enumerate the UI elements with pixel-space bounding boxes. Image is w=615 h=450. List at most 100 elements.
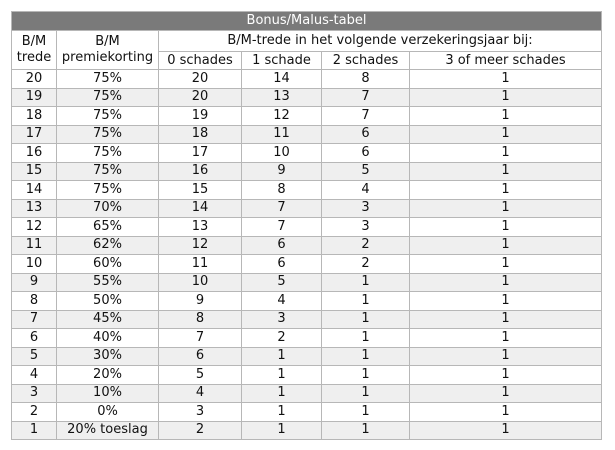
cell-premiekorting: 10% <box>56 383 159 403</box>
cell-1-schade: 6 <box>241 235 322 255</box>
table-row: 13 70% 14 7 3 1 <box>11 198 602 218</box>
cell-3-of-meer-schades: 1 <box>409 235 602 255</box>
cell-3-of-meer-schades: 1 <box>409 124 602 144</box>
cell-bm-trede: 8 <box>11 291 57 311</box>
cell-3-of-meer-schades: 1 <box>409 383 602 403</box>
cell-1-schade: 6 <box>241 254 322 274</box>
cell-0-schades: 13 <box>158 217 242 237</box>
table-row: 3 10% 4 1 1 1 <box>11 383 602 403</box>
cell-1-schade: 2 <box>241 328 322 348</box>
cell-2-schades: 7 <box>321 87 410 107</box>
cell-2-schades: 1 <box>321 272 410 292</box>
cell-1-schade: 8 <box>241 180 322 200</box>
cell-3-of-meer-schades: 1 <box>409 328 602 348</box>
cell-bm-trede: 20 <box>11 69 57 89</box>
cell-premiekorting: 55% <box>56 272 159 292</box>
cell-1-schade: 3 <box>241 309 322 329</box>
cell-2-schades: 1 <box>321 309 410 329</box>
cell-0-schades: 19 <box>158 106 242 126</box>
cell-bm-trede: 17 <box>11 124 57 144</box>
cell-3-of-meer-schades: 1 <box>409 106 602 126</box>
cell-3-of-meer-schades: 1 <box>409 69 602 89</box>
cell-0-schades: 12 <box>158 235 242 255</box>
cell-0-schades: 5 <box>158 365 242 385</box>
cell-premiekorting: 40% <box>56 328 159 348</box>
cell-bm-trede: 5 <box>11 346 57 366</box>
cell-2-schades: 6 <box>321 143 410 163</box>
header-0-schades: 0 schades <box>158 51 242 70</box>
cell-bm-trede: 9 <box>11 272 57 292</box>
cell-premiekorting: 75% <box>56 124 159 144</box>
cell-0-schades: 9 <box>158 291 242 311</box>
cell-3-of-meer-schades: 1 <box>409 217 602 237</box>
cell-1-schade: 14 <box>241 69 322 89</box>
cell-1-schade: 13 <box>241 87 322 107</box>
cell-0-schades: 4 <box>158 383 242 403</box>
header-premiekorting-line1: B/M <box>95 34 120 49</box>
cell-3-of-meer-schades: 1 <box>409 291 602 311</box>
table-row: 5 30% 6 1 1 1 <box>11 346 602 366</box>
cell-1-schade: 5 <box>241 272 322 292</box>
cell-bm-trede: 16 <box>11 143 57 163</box>
cell-1-schade: 10 <box>241 143 322 163</box>
cell-0-schades: 18 <box>158 124 242 144</box>
cell-0-schades: 10 <box>158 272 242 292</box>
cell-premiekorting: 30% <box>56 346 159 366</box>
cell-2-schades: 1 <box>321 420 410 440</box>
cell-premiekorting: 50% <box>56 291 159 311</box>
cell-1-schade: 1 <box>241 383 322 403</box>
cell-3-of-meer-schades: 1 <box>409 198 602 218</box>
cell-2-schades: 2 <box>321 254 410 274</box>
cell-bm-trede: 15 <box>11 161 57 181</box>
cell-bm-trede: 14 <box>11 180 57 200</box>
table-row: 7 45% 8 3 1 1 <box>11 309 602 329</box>
table-row: 19 75% 20 13 7 1 <box>11 87 602 107</box>
cell-bm-trede: 19 <box>11 87 57 107</box>
cell-0-schades: 16 <box>158 161 242 181</box>
cell-3-of-meer-schades: 1 <box>409 161 602 181</box>
cell-bm-trede: 4 <box>11 365 57 385</box>
cell-0-schades: 7 <box>158 328 242 348</box>
cell-2-schades: 4 <box>321 180 410 200</box>
cell-bm-trede: 18 <box>11 106 57 126</box>
cell-premiekorting: 75% <box>56 143 159 163</box>
cell-1-schade: 1 <box>241 346 322 366</box>
table-row: 16 75% 17 10 6 1 <box>11 143 602 163</box>
cell-1-schade: 1 <box>241 420 322 440</box>
table-body: 20 75% 20 14 8 1 19 75% 20 13 7 1 18 75% 19 12 7 1 17 75% 18… <box>11 69 602 440</box>
cell-0-schades: 20 <box>158 69 242 89</box>
cell-0-schades: 8 <box>158 309 242 329</box>
cell-3-of-meer-schades: 1 <box>409 365 602 385</box>
cell-premiekorting: 70% <box>56 198 159 218</box>
cell-3-of-meer-schades: 1 <box>409 309 602 329</box>
header-2-schades: 2 schades <box>321 51 410 70</box>
cell-2-schades: 7 <box>321 106 410 126</box>
cell-3-of-meer-schades: 1 <box>409 180 602 200</box>
header-premiekorting: B/M premiekorting <box>56 30 159 70</box>
header-1-schade: 1 schade <box>241 51 322 70</box>
cell-2-schades: 3 <box>321 198 410 218</box>
cell-2-schades: 3 <box>321 217 410 237</box>
cell-1-schade: 12 <box>241 106 322 126</box>
cell-premiekorting: 45% <box>56 309 159 329</box>
cell-bm-trede: 2 <box>11 402 57 422</box>
cell-0-schades: 2 <box>158 420 242 440</box>
cell-premiekorting: 75% <box>56 161 159 181</box>
header-volgende-trede: B/M-trede in het volgende verzekeringsja… <box>158 30 602 52</box>
cell-premiekorting: 20% <box>56 365 159 385</box>
cell-1-schade: 9 <box>241 161 322 181</box>
header-bm-trede-line1: B/M <box>21 34 47 49</box>
cell-2-schades: 1 <box>321 346 410 366</box>
cell-bm-trede: 7 <box>11 309 57 329</box>
cell-3-of-meer-schades: 1 <box>409 402 602 422</box>
cell-bm-trede: 11 <box>11 235 57 255</box>
bonus-malus-table: Bonus/Malus-tabel B/M trede B/M premieko… <box>11 11 602 440</box>
table-row: 4 20% 5 1 1 1 <box>11 365 602 385</box>
table-row: 17 75% 18 11 6 1 <box>11 124 602 144</box>
cell-bm-trede: 13 <box>11 198 57 218</box>
header-premiekorting-line2: premiekorting <box>61 50 154 65</box>
cell-bm-trede: 12 <box>11 217 57 237</box>
cell-premiekorting: 75% <box>56 87 159 107</box>
cell-2-schades: 1 <box>321 291 410 311</box>
cell-0-schades: 17 <box>158 143 242 163</box>
